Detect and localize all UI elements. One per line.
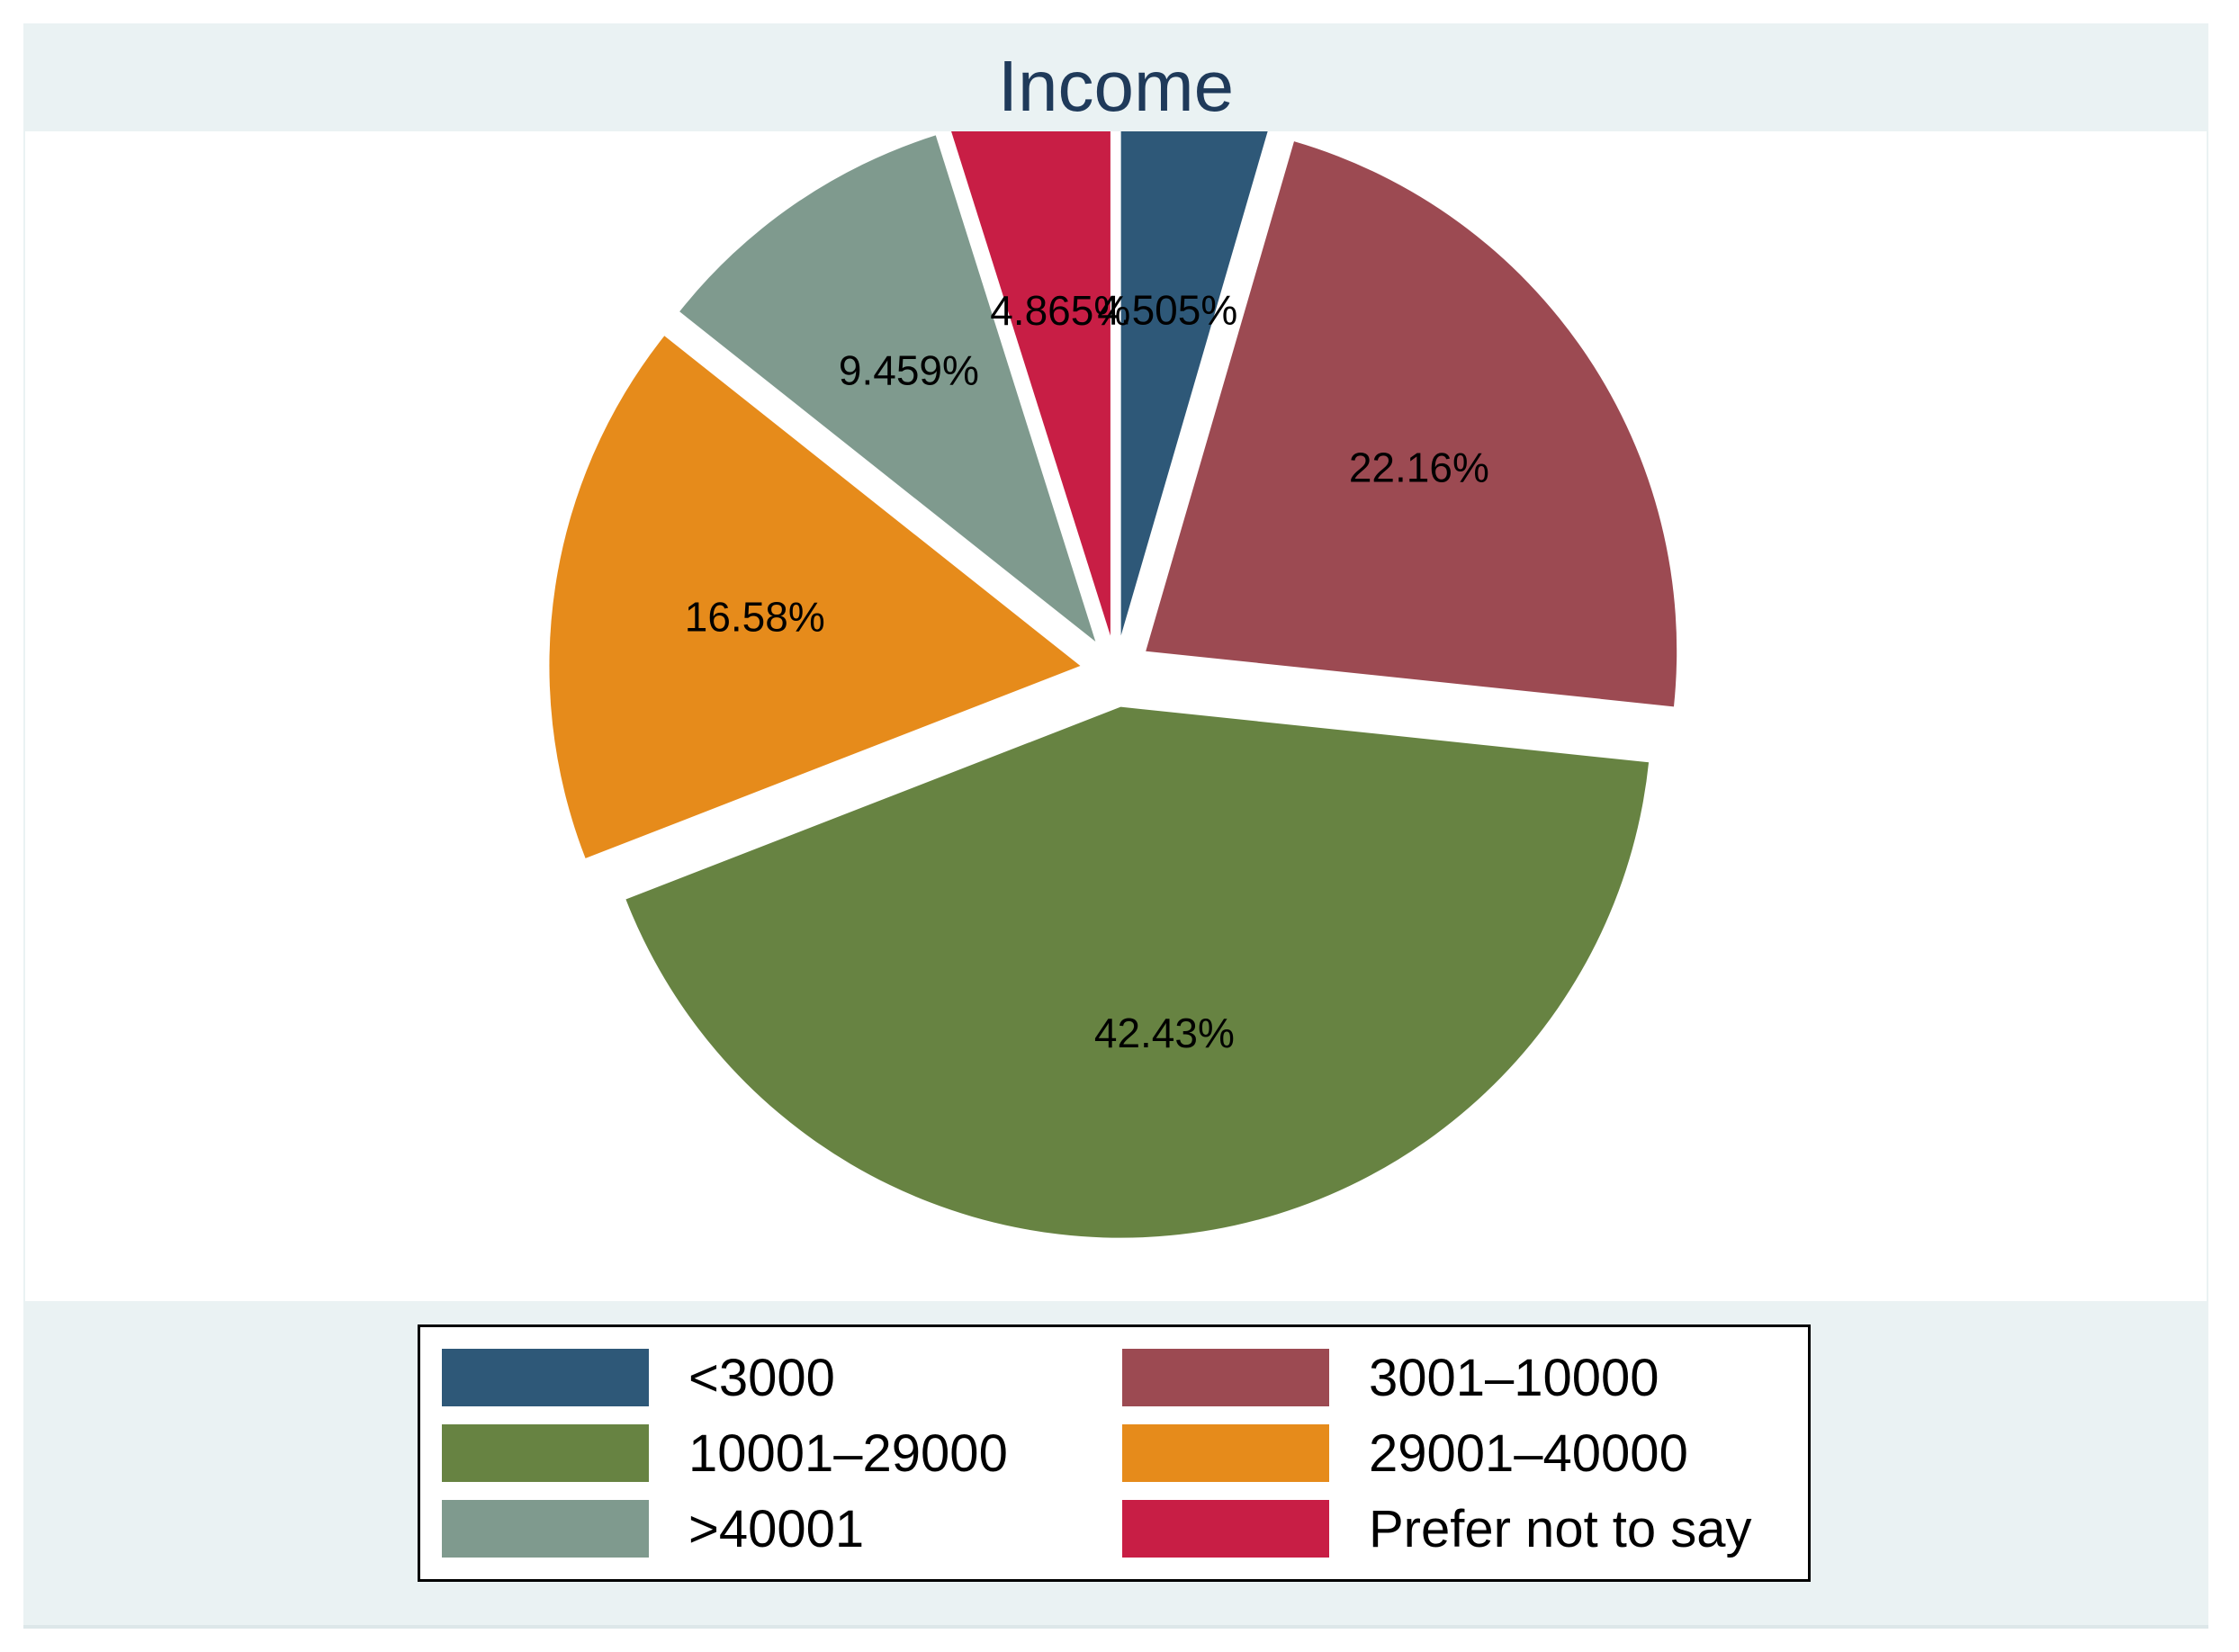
chart-frame: Income 4.505% 22.16% 42.43% 16.58% 9.459% 4.8…: [23, 23, 2208, 1625]
legend-swatch-4: [442, 1500, 649, 1558]
legend-label-1: 3001–10000: [1369, 1348, 1659, 1407]
legend-label-3: 29001–40000: [1369, 1423, 1688, 1483]
legend: <3000 3001–10000 10001–29000 29001–40000 >40…: [418, 1324, 1811, 1582]
pie-slice-1: [1146, 141, 1677, 707]
legend-item-1: 3001–10000: [1122, 1348, 1659, 1407]
pie-slice-4: [679, 135, 1096, 642]
slice-label-5: 4.865%: [990, 287, 1130, 334]
legend-swatch-3: [1122, 1424, 1329, 1482]
pie-slice-0: [1120, 131, 1268, 636]
legend-swatch-2: [442, 1424, 649, 1482]
legend-label-4: >40001: [688, 1499, 865, 1558]
legend-item-4: >40001: [442, 1500, 864, 1558]
chart-title: Income: [997, 46, 1235, 126]
legend-label-0: <3000: [688, 1348, 835, 1407]
slice-label-1: 22.16%: [1349, 444, 1489, 491]
slice-label-0: 4.505%: [1097, 286, 1237, 333]
slice-label-4: 9.459%: [839, 347, 979, 394]
legend-label-2: 10001–29000: [688, 1423, 1008, 1483]
pie-slice-5: [951, 131, 1111, 636]
pie-chart: 4.505% 22.16% 42.43% 16.58% 9.459%4.865%: [549, 131, 1677, 1238]
slice-label-2: 42.43%: [1094, 1010, 1235, 1056]
legend-item-2: 10001–29000: [442, 1423, 1008, 1483]
slice-label-3: 16.58%: [685, 593, 825, 640]
legend-label-5: Prefer not to say: [1369, 1499, 1752, 1558]
plot-area: 4.505% 22.16% 42.43% 16.58% 9.459% 4.865%: [25, 131, 2207, 1301]
legend-item-0: <3000: [442, 1348, 835, 1407]
legend-item-3: 29001–40000: [1122, 1423, 1688, 1483]
legend-swatch-0: [442, 1349, 649, 1406]
pie-slice-2: [625, 706, 1650, 1238]
pie-slice-3: [549, 336, 1081, 858]
legend-swatch-1: [1122, 1349, 1329, 1406]
legend-swatch-5: [1122, 1500, 1329, 1558]
bottom-rule: [23, 1625, 2208, 1629]
legend-item-5: Prefer not to say: [1122, 1500, 1752, 1558]
